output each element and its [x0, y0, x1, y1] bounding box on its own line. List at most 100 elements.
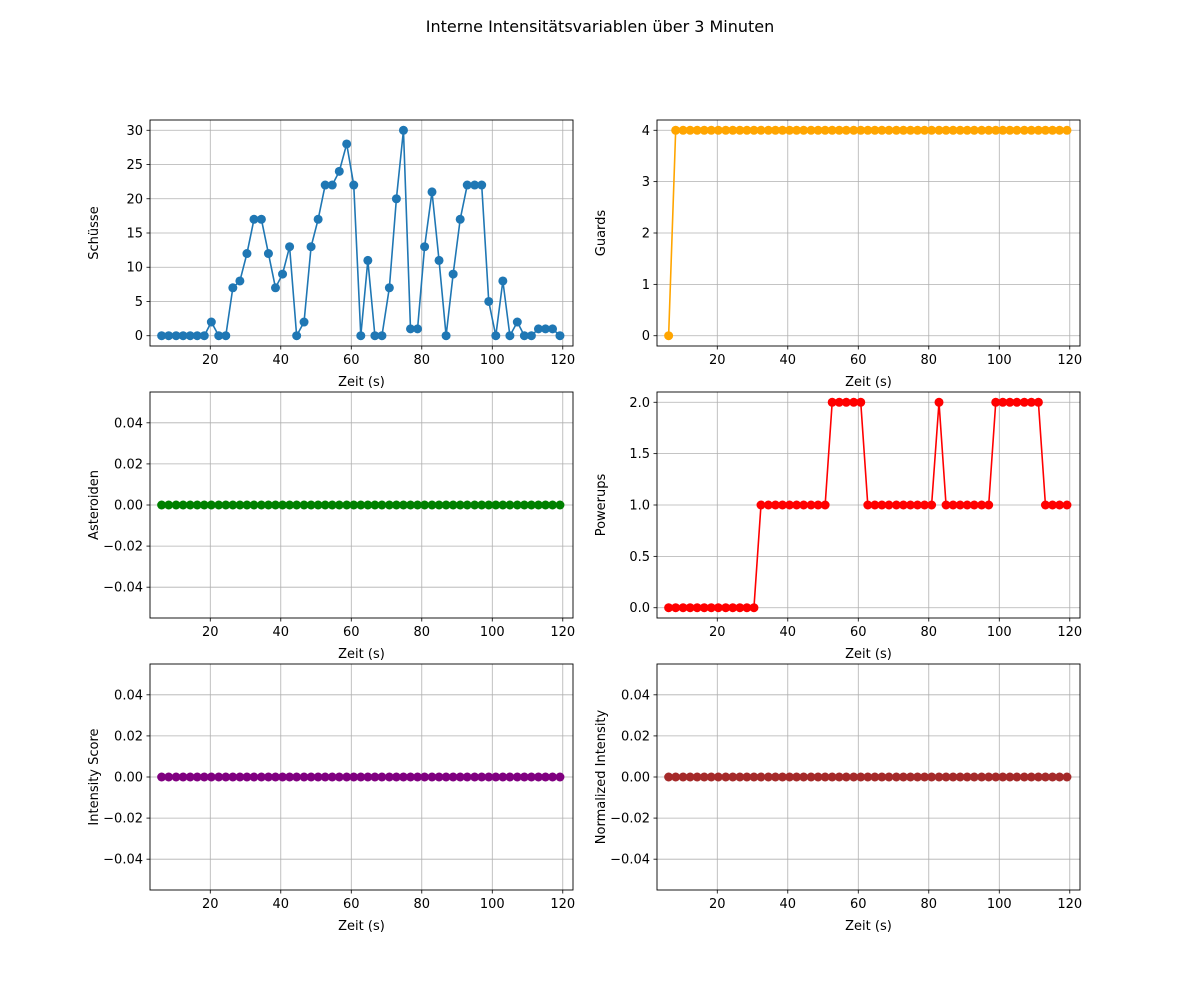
data-point — [434, 255, 444, 265]
data-point — [721, 125, 731, 135]
data-point — [777, 500, 787, 510]
data-point — [1019, 125, 1029, 135]
y-tick-label: −0.02 — [610, 812, 650, 827]
data-point — [955, 772, 965, 782]
data-point — [448, 500, 458, 510]
data-point — [413, 772, 423, 782]
data-point — [370, 500, 380, 510]
data-point — [427, 772, 437, 782]
data-point — [870, 500, 880, 510]
data-point — [505, 500, 515, 510]
data-point — [742, 603, 752, 613]
data-point — [455, 772, 465, 782]
data-point — [785, 772, 795, 782]
data-point — [406, 500, 415, 510]
data-point — [406, 772, 415, 782]
y-tick-label: −0.04 — [610, 853, 650, 868]
data-point — [178, 772, 188, 782]
data-point — [913, 772, 922, 782]
x-tick-label: 100 — [987, 625, 1012, 640]
data-point — [164, 331, 174, 341]
data-point — [777, 125, 787, 135]
data-point — [664, 331, 674, 341]
data-point — [763, 772, 773, 782]
x-tick-label: 40 — [273, 625, 290, 640]
data-point — [721, 772, 731, 782]
y-tick-label: 0.02 — [621, 729, 650, 744]
data-point — [157, 500, 167, 510]
data-point — [934, 772, 944, 782]
data-point — [398, 772, 408, 782]
data-point — [1040, 772, 1050, 782]
data-point — [299, 772, 309, 782]
x-axis-label: Zeit (s) — [845, 647, 892, 662]
axes-frame — [656, 663, 1081, 891]
y-axis-label: Powerups — [594, 473, 609, 536]
axes-frame — [656, 391, 1081, 619]
data-point — [849, 772, 859, 782]
data-point — [384, 500, 394, 510]
data-point — [242, 249, 252, 259]
data-point — [256, 500, 266, 510]
data-point — [342, 139, 352, 149]
data-point — [512, 317, 522, 327]
data-point — [685, 772, 695, 782]
data-point — [813, 500, 823, 510]
x-axis-label: Zeit (s) — [338, 647, 385, 662]
data-point — [455, 214, 465, 224]
x-tick-label: 120 — [1057, 897, 1082, 912]
x-tick-label: 120 — [550, 897, 575, 912]
data-point — [263, 249, 273, 259]
data-point — [356, 331, 366, 341]
subplot-1: 20 40 60 80 100 120 0 5 10 15 20 25 30 Zeit (s) Schüss… — [87, 119, 575, 390]
data-point — [249, 772, 259, 782]
data-point — [706, 125, 716, 135]
data-point — [470, 772, 480, 782]
data-point — [491, 500, 501, 510]
x-tick-label: 20 — [709, 625, 726, 640]
data-point — [1012, 772, 1022, 782]
y-tick-label: 2 — [642, 227, 650, 242]
data-point — [377, 500, 387, 510]
data-point — [278, 772, 288, 782]
y-tick-label: 0.04 — [621, 688, 650, 703]
data-point — [820, 772, 830, 782]
y-tick-label: 4 — [642, 124, 650, 139]
data-point — [477, 180, 487, 190]
data-point — [462, 772, 472, 782]
data-point — [285, 500, 295, 510]
data-point — [327, 500, 337, 510]
data-point — [206, 317, 216, 327]
data-point — [856, 397, 866, 407]
data-point — [249, 500, 259, 510]
data-point — [356, 500, 366, 510]
data-point — [512, 500, 522, 510]
y-tick-label: 25 — [126, 158, 143, 173]
axes-frame — [149, 663, 574, 891]
data-point — [249, 214, 259, 224]
data-point — [884, 772, 894, 782]
data-point — [320, 772, 330, 782]
data-point — [820, 125, 830, 135]
data-point — [406, 324, 415, 334]
data-point — [334, 772, 344, 782]
data-point — [898, 772, 908, 782]
data-point — [706, 772, 716, 782]
y-axis-label: Guards — [594, 210, 609, 257]
x-tick-label: 120 — [1057, 625, 1082, 640]
x-tick-label: 60 — [343, 353, 360, 368]
x-axis-label: Zeit (s) — [845, 375, 892, 390]
x-tick-label: 100 — [987, 897, 1012, 912]
data-point — [984, 772, 994, 782]
data-point — [884, 500, 894, 510]
data-point — [991, 125, 1001, 135]
data-point — [962, 125, 972, 135]
data-point — [806, 500, 816, 510]
data-point — [962, 500, 972, 510]
data-point — [977, 500, 987, 510]
data-point — [799, 125, 809, 135]
data-point — [363, 500, 373, 510]
subplot-2: 20 40 60 80 100 120 0 1 2 3 4 Zeit (s) Guards — [594, 119, 1082, 390]
data-point — [370, 331, 380, 341]
x-tick-label: 60 — [850, 353, 867, 368]
